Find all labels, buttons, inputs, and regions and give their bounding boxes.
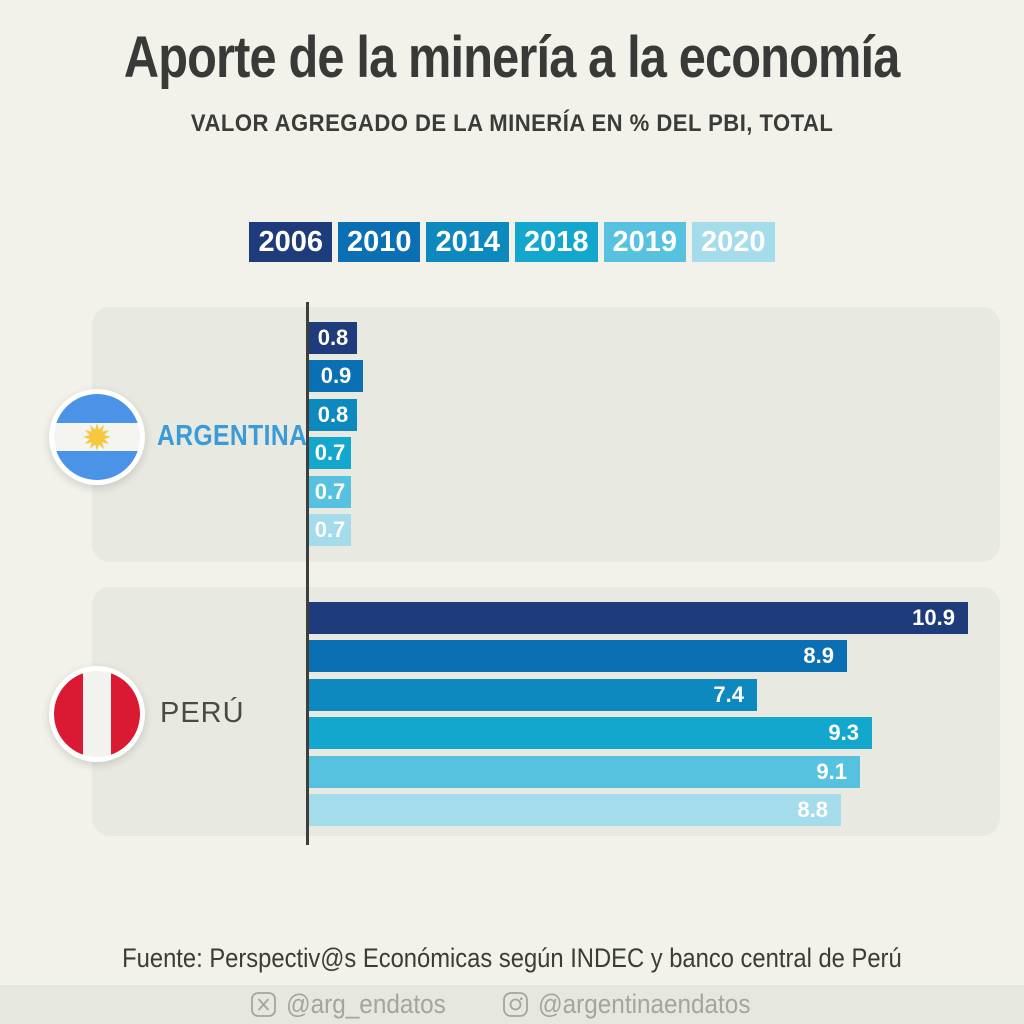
bar-2010: 8.9	[309, 640, 847, 673]
bar-2018: 9.3	[309, 717, 872, 750]
legend-year-2010: 2010	[337, 222, 421, 262]
year-legend: 2006 2010 2014 2018 2019 2020	[0, 222, 1024, 262]
bar-value-label: 9.3	[828, 720, 859, 746]
bar-2018: 0.7	[309, 437, 351, 470]
argentina-label: ARGENTINA	[157, 420, 308, 452]
bar-value-label: 8.8	[797, 796, 828, 822]
axis-line	[306, 302, 309, 845]
source-line: Fuente: Perspectiv@s Económicas según IN…	[0, 943, 1024, 974]
bar-value-label: 0.7	[314, 440, 346, 466]
bar-value-label: 7.4	[713, 681, 744, 707]
x-icon	[251, 992, 277, 1017]
bar-value-label: 0.7	[314, 516, 346, 542]
bar-2006: 0.8	[309, 322, 357, 354]
page-subtitle-text: VALOR AGREGADO DE LA MINERÍA EN % DEL PB…	[190, 110, 834, 137]
legend-year-2014: 2014	[426, 222, 509, 262]
bar-2014: 7.4	[309, 678, 757, 711]
bar-2014: 0.8	[309, 398, 357, 431]
page-subtitle: VALOR AGREGADO DE LA MINERÍA EN % DEL PB…	[0, 110, 1024, 138]
argentina-panel	[92, 307, 1000, 562]
bar-2019: 9.1	[309, 755, 860, 788]
instagram-handle: @argentinaendatos	[537, 989, 751, 1019]
legend-year-2020: 2020	[692, 222, 775, 262]
bar-2010: 0.9	[309, 360, 363, 393]
page-title-text: Aporte de la minería a la economía	[124, 25, 900, 90]
x-handle: @arg_endatos	[286, 989, 446, 1019]
bar-value-label: 0.8	[317, 401, 349, 427]
sun-of-may-icon	[83, 423, 111, 451]
peru-label: PERÚ	[160, 697, 245, 729]
bar-value-label: 8.9	[803, 643, 834, 669]
instagram-social-item: @argentinaendatos	[502, 991, 774, 1018]
peru-bars: 10.9 8.9 7.4 9.3 9.1 8.8	[309, 602, 968, 826]
bar-value-label: 10.9	[912, 605, 955, 630]
peru-flag-icon	[49, 666, 145, 762]
argentina-bars: 0.8 0.9 0.8 0.7 0.7 0.7	[309, 322, 363, 546]
legend-year-2019: 2019	[603, 222, 687, 262]
bar-2020: 0.7	[309, 513, 351, 546]
legend-year-2006: 2006	[249, 222, 332, 262]
source-text: Fuente: Perspectiv@s Económicas según IN…	[122, 943, 902, 973]
social-band: @arg_endatos @argentinaendatos	[0, 985, 1024, 1024]
bar-2019: 0.7	[309, 475, 351, 508]
bar-value-label: 0.8	[317, 325, 349, 350]
instagram-icon	[502, 992, 528, 1017]
bar-2020: 8.8	[309, 793, 841, 826]
page-title: Aporte de la minería a la economía	[0, 25, 1024, 90]
argentina-flag-icon	[49, 389, 145, 485]
legend-year-2018: 2018	[515, 222, 598, 262]
bar-value-label: 0.7	[314, 478, 346, 504]
bar-2006: 10.9	[309, 602, 968, 634]
bar-value-label: 0.9	[320, 363, 352, 389]
x-social-item: @arg_endatos	[250, 991, 464, 1018]
bar-value-label: 9.1	[816, 758, 847, 784]
